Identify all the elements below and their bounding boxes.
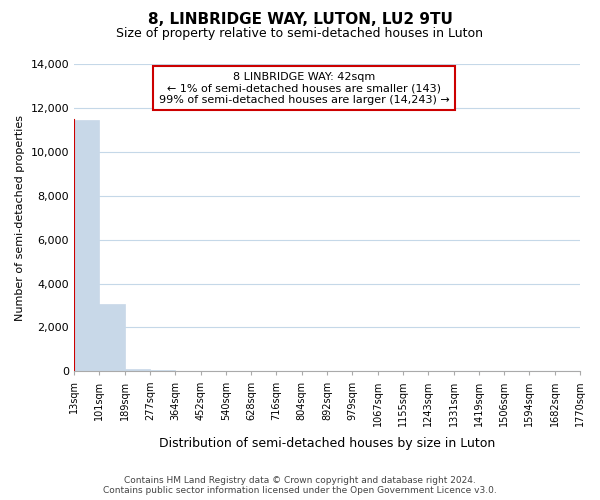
Text: Size of property relative to semi-detached houses in Luton: Size of property relative to semi-detach… <box>116 28 484 40</box>
Text: Contains HM Land Registry data © Crown copyright and database right 2024.
Contai: Contains HM Land Registry data © Crown c… <box>103 476 497 495</box>
Bar <box>74 120 100 372</box>
Y-axis label: Number of semi-detached properties: Number of semi-detached properties <box>15 114 25 320</box>
X-axis label: Distribution of semi-detached houses by size in Luton: Distribution of semi-detached houses by … <box>159 437 495 450</box>
Bar <box>125 368 150 372</box>
Bar <box>175 370 200 372</box>
Text: 8, LINBRIDGE WAY, LUTON, LU2 9TU: 8, LINBRIDGE WAY, LUTON, LU2 9TU <box>148 12 452 28</box>
Bar <box>150 370 175 372</box>
Text: 8 LINBRIDGE WAY: 42sqm
← 1% of semi-detached houses are smaller (143)
99% of sem: 8 LINBRIDGE WAY: 42sqm ← 1% of semi-deta… <box>159 72 449 105</box>
Bar <box>100 304 125 372</box>
